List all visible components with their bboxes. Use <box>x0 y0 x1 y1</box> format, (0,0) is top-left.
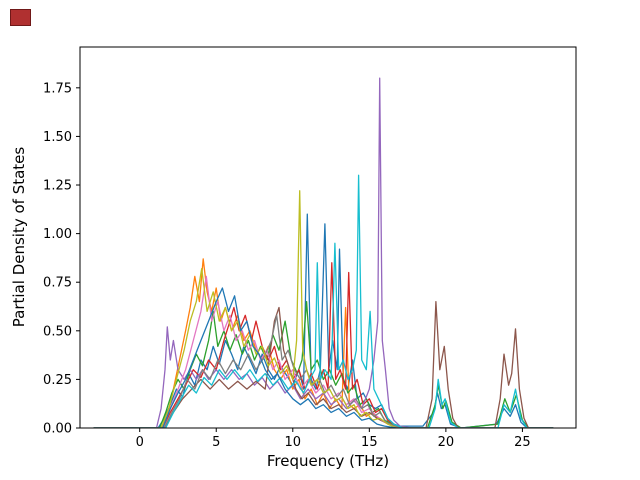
red-marker <box>10 9 31 26</box>
x-tick-label: 15 <box>361 435 378 450</box>
series-line-pdos-9 <box>93 190 554 428</box>
y-tick-label: 1.50 <box>43 130 72 145</box>
x-tick-label: 20 <box>438 435 455 450</box>
series-line-pdos-6 <box>93 300 554 428</box>
series-line-pdos-10 <box>93 174 554 428</box>
x-tick-label: 0 <box>136 435 144 450</box>
y-tick-label: 1.00 <box>43 227 72 242</box>
x-tick-label: 5 <box>212 435 220 450</box>
y-tick-label: 1.25 <box>43 179 72 194</box>
y-tick-label: 0.00 <box>43 422 72 437</box>
x-tick-label: 25 <box>514 435 531 450</box>
series-line-pdos-8 <box>93 314 554 428</box>
y-tick-label: 0.50 <box>43 324 72 339</box>
x-axis-label: Frequency (THz) <box>267 452 389 470</box>
x-tick-label: 10 <box>285 435 302 450</box>
series-line-pdos-1 <box>93 213 554 428</box>
axes-layer: 0 5 10 15 20 25 0.00 0.25 0.50 0.75 1.00 1.25 1.50 1.… <box>43 46 577 450</box>
series-line-pdos-11 <box>93 287 554 428</box>
y-tick-label: 1.75 <box>43 81 72 96</box>
y-axis-label: Partial Density of States <box>10 147 28 328</box>
series-line-pdos-7 <box>93 275 554 428</box>
y-tick-label: 0.25 <box>43 373 72 388</box>
series-layer <box>93 77 554 428</box>
series-line-pdos-3 <box>93 300 554 428</box>
y-tick-label: 0.75 <box>43 276 72 291</box>
